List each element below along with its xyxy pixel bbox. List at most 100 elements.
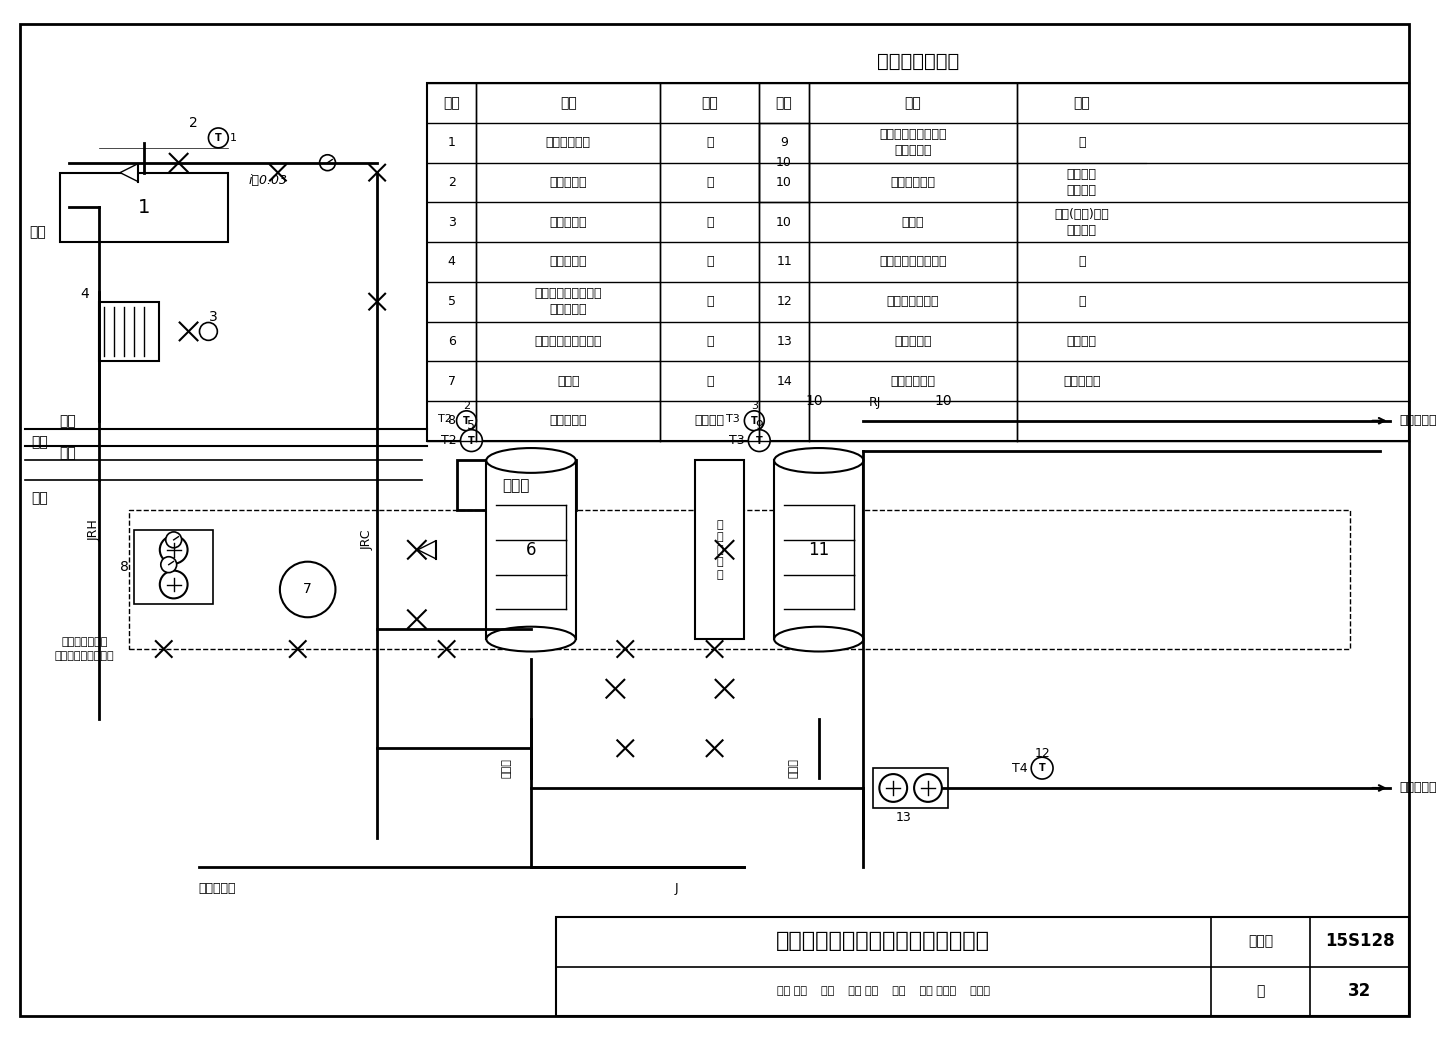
Bar	[99, 302, 158, 361]
Text: 集热循环泵: 集热循环泵	[550, 414, 588, 427]
Text: 主要设备材料表: 主要设备材料表	[877, 52, 959, 71]
Bar	[426, 83, 1410, 441]
Bar	[134, 530, 213, 604]
Text: 4: 4	[81, 287, 89, 301]
Bar	[556, 917, 1410, 1016]
Text: 接工质灌注装置
（由专业公司负责）: 接工质灌注装置 （由专业公司负责）	[55, 638, 114, 660]
Text: 5: 5	[468, 419, 475, 433]
Text: 回水循环泵: 回水循环泵	[894, 335, 932, 347]
Text: 室内: 室内	[59, 446, 76, 461]
Text: 6: 6	[448, 335, 455, 347]
Text: 页: 页	[1256, 985, 1264, 998]
Text: 供热容积式水加热器: 供热容积式水加热器	[880, 256, 948, 268]
Circle shape	[200, 322, 217, 340]
Polygon shape	[418, 541, 436, 558]
Text: 屋顶: 屋顶	[59, 414, 76, 427]
Text: 1: 1	[230, 133, 238, 142]
Text: －: －	[1079, 256, 1086, 268]
Text: －: －	[706, 176, 713, 189]
Text: T3: T3	[729, 434, 744, 447]
Text: 备注: 备注	[1073, 96, 1090, 110]
Ellipse shape	[487, 448, 576, 473]
Text: RJ: RJ	[868, 396, 881, 409]
Circle shape	[880, 774, 907, 802]
Text: 8: 8	[448, 414, 455, 427]
Text: T: T	[756, 436, 763, 445]
Text: 4: 4	[448, 256, 455, 268]
Text: 热水回水管: 热水回水管	[1400, 781, 1437, 795]
Text: JRH: JRH	[88, 519, 101, 541]
Ellipse shape	[775, 448, 864, 473]
Bar	[130, 510, 1349, 649]
Text: 3: 3	[448, 215, 455, 229]
Circle shape	[160, 571, 187, 598]
Text: 膨胀罐: 膨胀罐	[557, 374, 579, 388]
Bar	[759, 123, 809, 203]
Ellipse shape	[487, 627, 576, 651]
Text: －: －	[706, 215, 713, 229]
Bar	[694, 461, 744, 640]
Text: 一用一备: 一用一备	[1067, 335, 1097, 347]
Text: 自力式温控阀: 自力式温控阀	[890, 176, 936, 189]
Text: 3: 3	[750, 400, 757, 411]
Text: 10: 10	[935, 394, 952, 408]
Text: 序号: 序号	[444, 96, 459, 110]
Text: 空气冷却器: 空气冷却器	[550, 256, 588, 268]
Text: 集热容积式水加热器: 集热容积式水加热器	[534, 335, 602, 347]
Ellipse shape	[775, 627, 864, 651]
Text: 1: 1	[448, 136, 455, 150]
Text: 集热容积式水加热器
温度传感器: 集热容积式水加热器 温度传感器	[534, 287, 602, 316]
Text: 屋顶: 屋顶	[32, 436, 49, 449]
Circle shape	[320, 155, 336, 171]
Text: －: －	[706, 256, 713, 268]
Circle shape	[914, 774, 942, 802]
Bar	[487, 461, 576, 640]
Text: T2: T2	[441, 434, 456, 447]
Text: T: T	[215, 133, 222, 142]
Text: 热水供水管: 热水供水管	[1400, 414, 1437, 427]
Text: 5: 5	[448, 295, 455, 308]
Bar	[775, 461, 864, 640]
Text: 闸阀（常闭）: 闸阀（常闭）	[890, 374, 936, 388]
Text: 10: 10	[776, 176, 792, 189]
Text: 电动三通阀: 电动三通阀	[550, 215, 588, 229]
Text: 3: 3	[209, 310, 217, 323]
Text: 14: 14	[776, 374, 792, 388]
Text: －: －	[706, 335, 713, 347]
Circle shape	[209, 128, 229, 148]
Text: 序号: 序号	[776, 96, 792, 110]
Text: 审核 张磊    张磊    校对 张哲    张哲    设计 王岩松    王岩松: 审核 张磊 张磊 校对 张哲 张哲 设计 王岩松 王岩松	[776, 986, 989, 996]
Text: 太阳能集热器: 太阳能集热器	[546, 136, 590, 150]
Circle shape	[749, 430, 770, 451]
Text: T2: T2	[438, 414, 452, 423]
Text: J: J	[675, 882, 678, 895]
Text: 屋顶: 屋顶	[30, 226, 46, 239]
Text: 事故检修阀: 事故检修阀	[1063, 374, 1100, 388]
Text: 电动阀: 电动阀	[901, 215, 924, 229]
Text: 2: 2	[462, 400, 469, 411]
Text: 备注: 备注	[701, 96, 719, 110]
Text: －: －	[706, 374, 713, 388]
Text: 8: 8	[120, 561, 130, 574]
Polygon shape	[120, 163, 138, 182]
Text: T: T	[750, 416, 757, 425]
Circle shape	[456, 411, 477, 431]
Text: T: T	[468, 436, 475, 445]
Text: 12: 12	[776, 295, 792, 308]
Text: 10: 10	[776, 156, 792, 170]
Text: 回水温度传感器: 回水温度传感器	[887, 295, 939, 308]
Text: 膨
胀
集
管
器: 膨 胀 集 管 器	[716, 520, 723, 579]
Text: 15S128: 15S128	[1325, 932, 1394, 950]
Text: 2: 2	[448, 176, 455, 189]
Text: 7: 7	[304, 582, 312, 597]
Text: 名称: 名称	[904, 96, 922, 110]
Text: T3: T3	[726, 414, 739, 423]
Text: 供热容积式水加热器
温度传感器: 供热容积式水加热器 温度传感器	[880, 128, 948, 157]
Circle shape	[160, 536, 187, 564]
Text: 32: 32	[1348, 983, 1371, 1000]
Circle shape	[461, 430, 482, 451]
Text: 6: 6	[526, 541, 536, 558]
Text: －: －	[1079, 295, 1086, 308]
Text: JRC: JRC	[361, 529, 374, 550]
Text: －: －	[706, 295, 713, 308]
